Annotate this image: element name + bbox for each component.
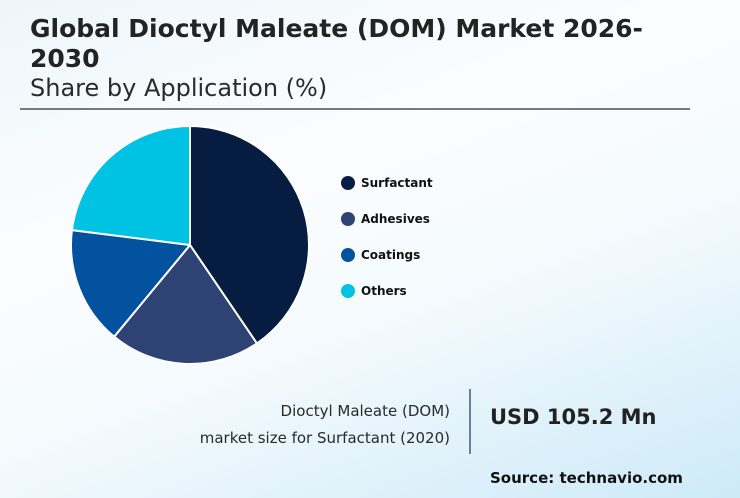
legend: Surfactant Adhesives Coatings Others [341,174,433,318]
legend-dot-icon [341,212,355,226]
chart-subtitle: Share by Application (%) [30,74,328,102]
legend-label: Others [361,284,407,298]
source-credit: Source: technavio.com [490,469,683,487]
legend-dot-icon [341,176,355,190]
legend-label: Surfactant [361,176,433,190]
market-size-caption: Dioctyl Maleate (DOM) market size for Su… [200,398,450,452]
callout-divider [469,389,471,454]
legend-item-coatings: Coatings [341,246,433,264]
caption-line-1: Dioctyl Maleate (DOM) [280,402,450,420]
caption-line-2: market size for Surfactant (2020) [199,429,450,447]
title-divider [20,108,690,110]
pie-slice-others [70,125,191,246]
legend-item-adhesives: Adhesives [341,210,433,228]
pie-slice-coatings [70,229,191,338]
legend-item-surfactant: Surfactant [341,174,433,192]
legend-label: Adhesives [361,212,430,226]
legend-label: Coatings [361,248,421,262]
chart-title: Global Dioctyl Maleate (DOM) Market 2026… [30,14,643,73]
pie-slice-adhesives [113,244,258,365]
legend-dot-icon [341,284,355,298]
pie-slice-surfactant [189,125,310,345]
market-size-value: USD 105.2 Mn [490,405,657,429]
legend-dot-icon [341,248,355,262]
legend-item-others: Others [341,282,433,300]
